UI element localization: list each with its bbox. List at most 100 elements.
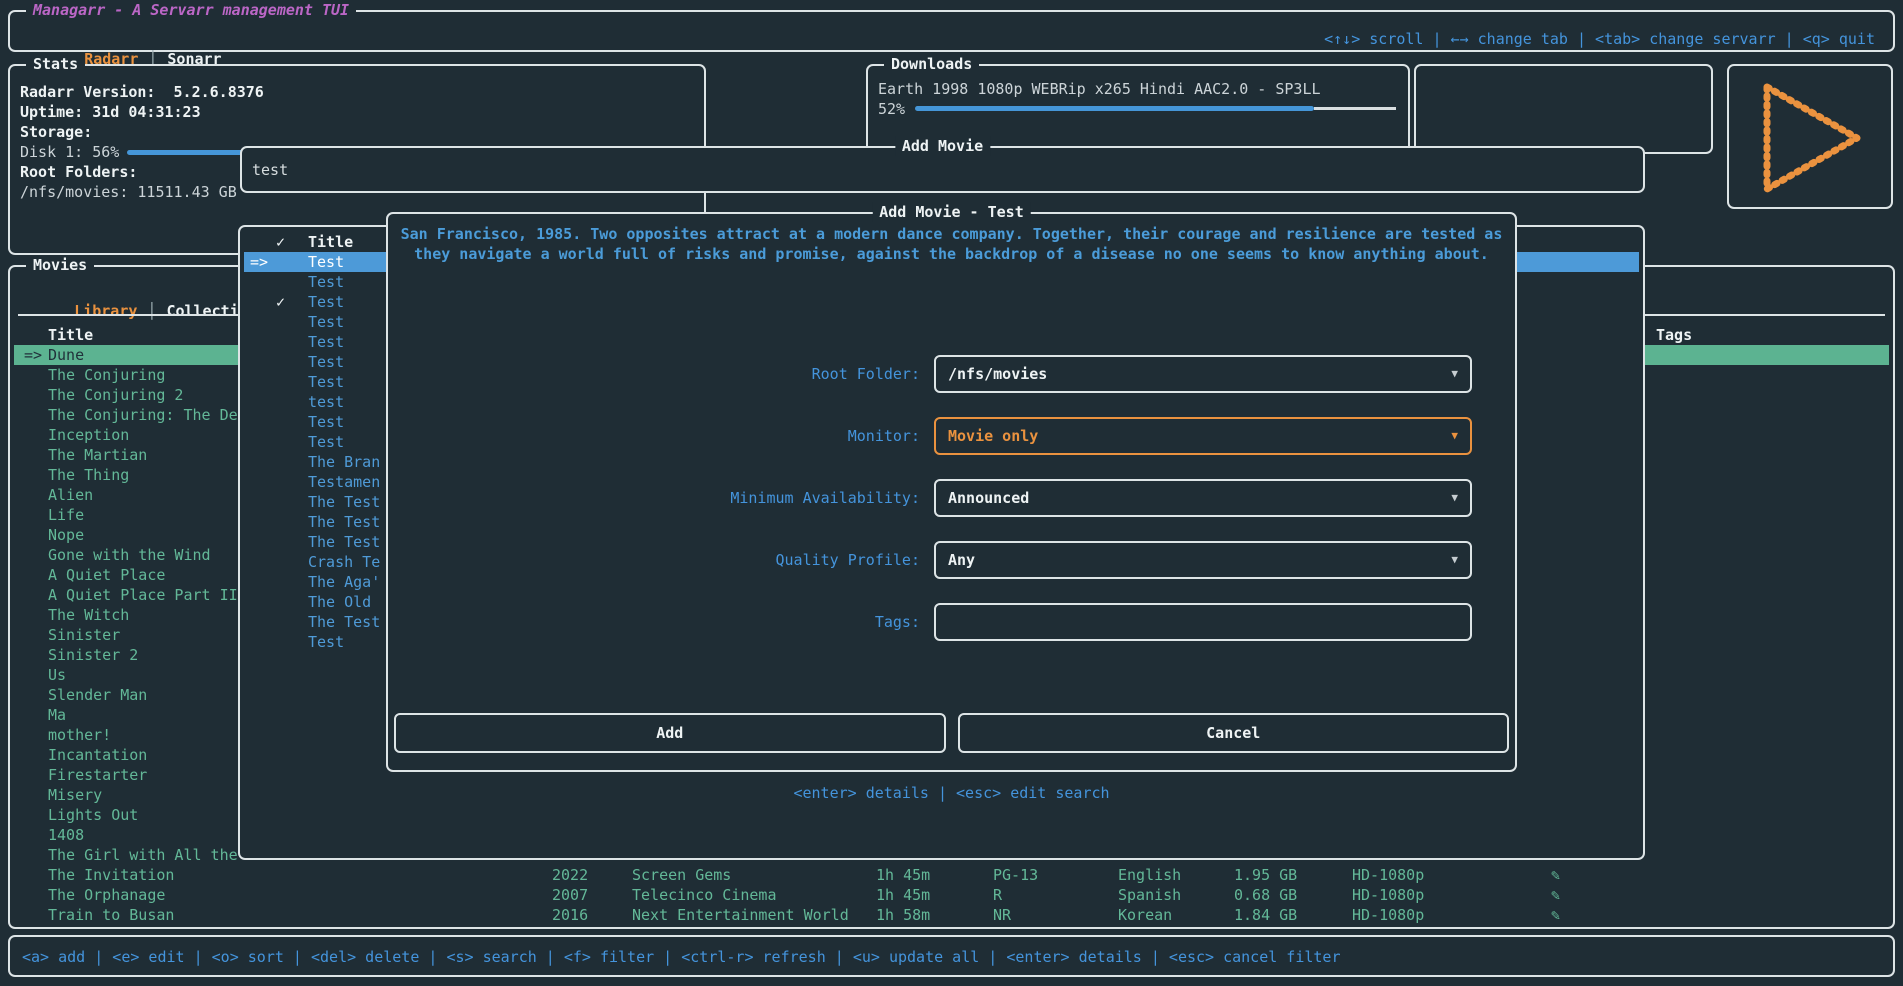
movie-row[interactable]: Nope xyxy=(14,525,1889,545)
result-title: Test xyxy=(308,273,345,291)
tab-radarr[interactable]: Radarr xyxy=(84,50,139,68)
movie-title: Nope xyxy=(48,526,85,544)
add-movie-modal: Add Movie - Test San Francisco, 1985. Tw… xyxy=(386,202,1517,772)
movie-row[interactable]: The Girl with All the xyxy=(14,845,1889,865)
search-result-row[interactable]: Test xyxy=(244,272,1639,292)
movie-row[interactable]: Firestarter xyxy=(14,765,1889,785)
chevron-down-icon: ▼ xyxy=(1451,429,1458,442)
field-label: Quality Profile: xyxy=(775,551,921,569)
add-movie-search-box[interactable]: Add Movie test xyxy=(240,136,1645,193)
quality-cell: HD-1080p xyxy=(1352,886,1425,904)
year-cell: 2016 xyxy=(552,906,589,924)
results-header-row: ✓ Title xyxy=(244,232,1639,252)
global-keybinds: <↑↓> scroll | ←→ change tab | <tab> chan… xyxy=(1324,30,1875,48)
search-result-row[interactable]: Test xyxy=(244,352,1639,372)
search-result-row[interactable]: The Test xyxy=(244,532,1639,552)
field-select[interactable]: /nfs/movies ▼ xyxy=(934,355,1472,393)
movie-row[interactable]: Misery xyxy=(14,785,1889,805)
movies-header-row: Title xyxy=(14,325,1889,345)
movie-title: The Witch xyxy=(48,606,130,624)
search-result-row[interactable]: The Test xyxy=(244,492,1639,512)
movie-title: A Quiet Place xyxy=(48,566,166,584)
movie-row[interactable]: The Thing xyxy=(14,465,1889,485)
tab-sonarr[interactable]: Sonarr xyxy=(167,50,222,68)
movie-row[interactable]: Incantation xyxy=(14,745,1889,765)
size-cell: 1.95 GB xyxy=(1234,866,1298,884)
movie-detail-row[interactable]: 2022 Screen Gems 1h 45m PG-13 English 1.… xyxy=(14,865,1889,885)
movie-row[interactable]: The Conjuring 2 xyxy=(14,385,1889,405)
movie-row[interactable]: Sinister xyxy=(14,625,1889,645)
search-result-row[interactable]: The Test xyxy=(244,512,1639,532)
movie-row[interactable]: The Orphanage xyxy=(14,885,1889,905)
movie-row[interactable]: Alien xyxy=(14,485,1889,505)
result-title: Test xyxy=(308,433,345,451)
movie-row[interactable]: Train to Busan xyxy=(14,905,1889,925)
add-button[interactable]: Add xyxy=(394,713,946,753)
search-result-row[interactable]: Test xyxy=(244,632,1639,652)
search-result-row[interactable]: Test xyxy=(244,312,1639,332)
field-select[interactable]: Any ▼ xyxy=(934,541,1472,579)
movie-row[interactable]: Sinister 2 xyxy=(14,645,1889,665)
year-cell: 2022 xyxy=(552,866,589,884)
search-result-row[interactable]: test xyxy=(244,392,1639,412)
movie-row[interactable]: The Conjuring: The De xyxy=(14,405,1889,425)
movie-row[interactable]: Ma xyxy=(14,705,1889,725)
field-select[interactable]: Announced ▼ xyxy=(934,479,1472,517)
language-cell: English xyxy=(1118,866,1182,884)
search-result-row[interactable]: The Bran xyxy=(244,452,1639,472)
movie-row[interactable]: The Conjuring xyxy=(14,365,1889,385)
field-select[interactable]: Movie only ▼ xyxy=(934,417,1472,455)
logo-panel xyxy=(1727,64,1893,209)
movie-row[interactable]: The Witch xyxy=(14,605,1889,625)
chevron-down-icon: ▼ xyxy=(1451,491,1458,504)
search-result-row[interactable]: ✓ Test xyxy=(244,292,1639,312)
result-title: Test xyxy=(308,333,345,351)
check-icon: ✓ xyxy=(276,293,286,311)
cancel-button[interactable]: Cancel xyxy=(957,713,1509,753)
field-value: /nfs/movies xyxy=(948,365,1048,383)
movie-row[interactable]: Life xyxy=(14,505,1889,525)
movie-detail-row[interactable]: 2007 Telecinco Cinema 1h 45m R Spanish 0… xyxy=(14,885,1889,905)
movie-row[interactable]: 1408 xyxy=(14,825,1889,845)
movie-row[interactable]: mother! xyxy=(14,725,1889,745)
download-progress-bar xyxy=(915,106,1396,112)
footer-panel: <a> add | <e> edit | <o> sort | <del> de… xyxy=(8,935,1895,977)
search-result-row[interactable]: Test xyxy=(244,372,1639,392)
result-title: Test xyxy=(308,353,345,371)
movie-row[interactable]: The Martian xyxy=(14,445,1889,465)
movie-title: The Martian xyxy=(48,446,148,464)
field-label: Root Folder: xyxy=(811,365,920,383)
movie-row[interactable]: The Invitation xyxy=(14,865,1889,885)
movie-row[interactable]: Inception xyxy=(14,425,1889,445)
search-result-row[interactable]: The Old xyxy=(244,592,1639,612)
size-cell: 1.84 GB xyxy=(1234,906,1298,924)
search-result-row[interactable]: Crash Te xyxy=(244,552,1639,572)
result-title: Test xyxy=(308,633,345,651)
movie-row[interactable]: Gone with the Wind xyxy=(14,545,1889,565)
movie-row[interactable]: Slender Man xyxy=(14,685,1889,705)
movie-row[interactable]: A Quiet Place Part II xyxy=(14,585,1889,605)
monitored-pencil-icon: ✎ xyxy=(1551,886,1561,904)
tab-divider: │ xyxy=(147,302,157,320)
modal-hint-keybinds: <enter> details | <esc> edit search xyxy=(793,784,1110,802)
movie-row[interactable]: Lights Out xyxy=(14,805,1889,825)
search-result-row[interactable]: Test xyxy=(244,412,1639,432)
movie-row[interactable]: Us xyxy=(14,665,1889,685)
field-label: Minimum Availability: xyxy=(730,489,920,507)
servarr-tabs: Radarr │ Sonarr xyxy=(30,29,222,89)
modal-form: Root Folder: /nfs/movies ▼ Monitor: Movi… xyxy=(388,355,1515,665)
search-result-row[interactable]: Test xyxy=(244,332,1639,352)
monitored-pencil-icon: ✎ xyxy=(1551,906,1561,924)
selection-arrow-icon: => xyxy=(24,346,43,364)
field-label: Tags: xyxy=(874,613,920,631)
field-select[interactable] xyxy=(934,603,1472,641)
search-result-row[interactable]: The Test xyxy=(244,612,1639,632)
movie-row[interactable]: A Quiet Place xyxy=(14,565,1889,585)
movie-detail-row[interactable]: 2016 Next Entertainment World 1h 58m NR … xyxy=(14,905,1889,925)
search-result-row[interactable]: Test xyxy=(244,432,1639,452)
search-result-row[interactable]: Testamen xyxy=(244,472,1639,492)
search-input[interactable]: test xyxy=(252,161,289,179)
tab-library[interactable]: Library xyxy=(74,302,138,320)
search-result-row[interactable]: The Aga' xyxy=(244,572,1639,592)
result-title: The Test xyxy=(308,533,381,551)
